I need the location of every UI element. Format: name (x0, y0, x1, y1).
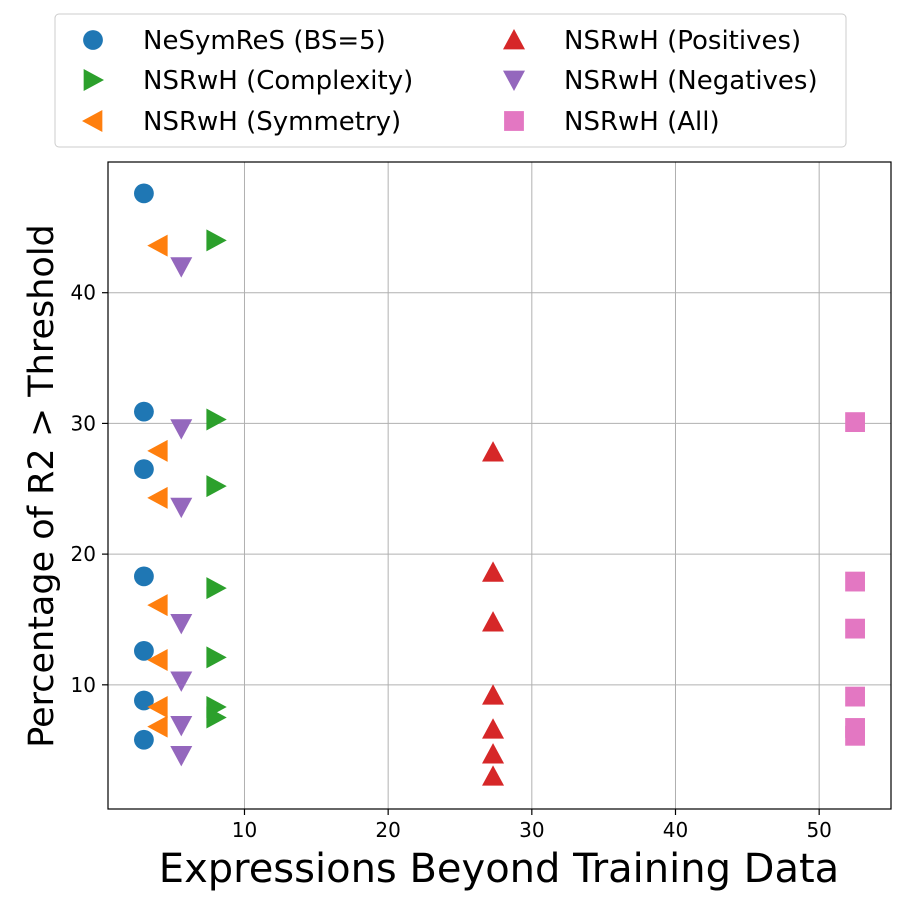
data-point (134, 640, 154, 661)
y-tick-label: 40 (71, 281, 96, 305)
x-tick-label: 40 (663, 818, 688, 842)
data-point (482, 765, 505, 786)
data-point (134, 690, 154, 711)
x-tick-label: 50 (806, 818, 831, 842)
series-4 (170, 257, 193, 767)
data-point (206, 706, 227, 729)
data-point (134, 729, 154, 750)
legend-marker (503, 29, 525, 50)
data-point (845, 618, 865, 639)
data-point (147, 594, 168, 617)
legend-frame (54, 13, 847, 148)
legend-items: NeSymReS (BS=5) NSRwH (Complexity) NSRwH (… (82, 26, 818, 137)
data-point (147, 715, 168, 738)
legend-label: NeSymReS (BS=5) (143, 26, 386, 56)
series-2 (147, 234, 168, 738)
series-0 (134, 183, 154, 750)
data-point (147, 234, 168, 257)
data-point (482, 684, 505, 705)
x-tick-label: 10 (232, 818, 257, 842)
data-point (206, 475, 227, 498)
data-point (206, 408, 227, 431)
legend-item: NSRwH (Symmetry) (82, 107, 401, 137)
data-point (845, 686, 865, 707)
data-point (147, 439, 168, 462)
x-tick-label: 20 (375, 818, 400, 842)
data-point (170, 497, 193, 519)
data-point (482, 743, 505, 764)
grid-layer (108, 162, 891, 809)
data-point (482, 441, 505, 462)
legend-item: NSRwH (Negatives) (503, 66, 818, 96)
series-1 (206, 229, 227, 729)
data-point (845, 412, 865, 433)
legend-label: NSRwH (Complexity) (143, 66, 413, 96)
x-tick-label: 30 (519, 818, 544, 842)
legend-label: NSRwH (Symmetry) (143, 107, 401, 137)
legend-marker (503, 70, 525, 91)
data-point (147, 696, 168, 719)
plot-frame (107, 161, 892, 810)
data-point (206, 646, 227, 669)
data-point (134, 401, 154, 422)
data-point (170, 614, 193, 635)
data-layer (134, 183, 865, 786)
y-tick-label: 20 (71, 542, 96, 566)
data-point (206, 229, 227, 252)
legend-label: NSRwH (Positives) (564, 26, 801, 56)
data-point (482, 611, 505, 632)
data-point (845, 571, 865, 592)
series-5 (845, 412, 865, 746)
data-point (147, 486, 168, 509)
legend-marker (504, 111, 524, 131)
data-point (134, 183, 154, 204)
legend-item: NSRwH (Positives) (503, 26, 801, 56)
y-tick-label: 30 (71, 411, 96, 435)
legend-item: NSRwH (All) (504, 107, 720, 137)
data-point (170, 715, 193, 737)
tick-layer: 10 20 30 40 50 10 20 30 40 (71, 281, 832, 842)
legend-marker (83, 30, 103, 50)
legend-marker (83, 69, 104, 91)
data-point (482, 561, 505, 582)
legend-label: NSRwH (All) (564, 107, 720, 137)
data-point (170, 746, 193, 767)
legend-item: NeSymReS (BS=5) (83, 26, 386, 56)
legend-marker (82, 110, 103, 132)
data-point (134, 459, 154, 480)
data-point (170, 419, 193, 440)
data-point (170, 671, 193, 692)
data-point (134, 566, 154, 587)
data-point (845, 725, 865, 746)
x-axis-title: Expressions Beyond Training Data (159, 846, 839, 892)
legend-label: NSRwH (Negatives) (564, 66, 818, 96)
data-point (206, 577, 227, 600)
data-point (147, 648, 168, 671)
legend-item: NSRwH (Complexity) (83, 66, 413, 96)
y-axis-title: Percentage of R2 > Threshold (22, 224, 62, 748)
y-tick-label: 10 (71, 673, 96, 697)
data-point (170, 257, 193, 278)
series-3 (482, 441, 505, 786)
data-point (482, 718, 505, 739)
legend: NeSymReS (BS=5) NSRwH (Complexity) NSRwH (… (54, 13, 847, 148)
